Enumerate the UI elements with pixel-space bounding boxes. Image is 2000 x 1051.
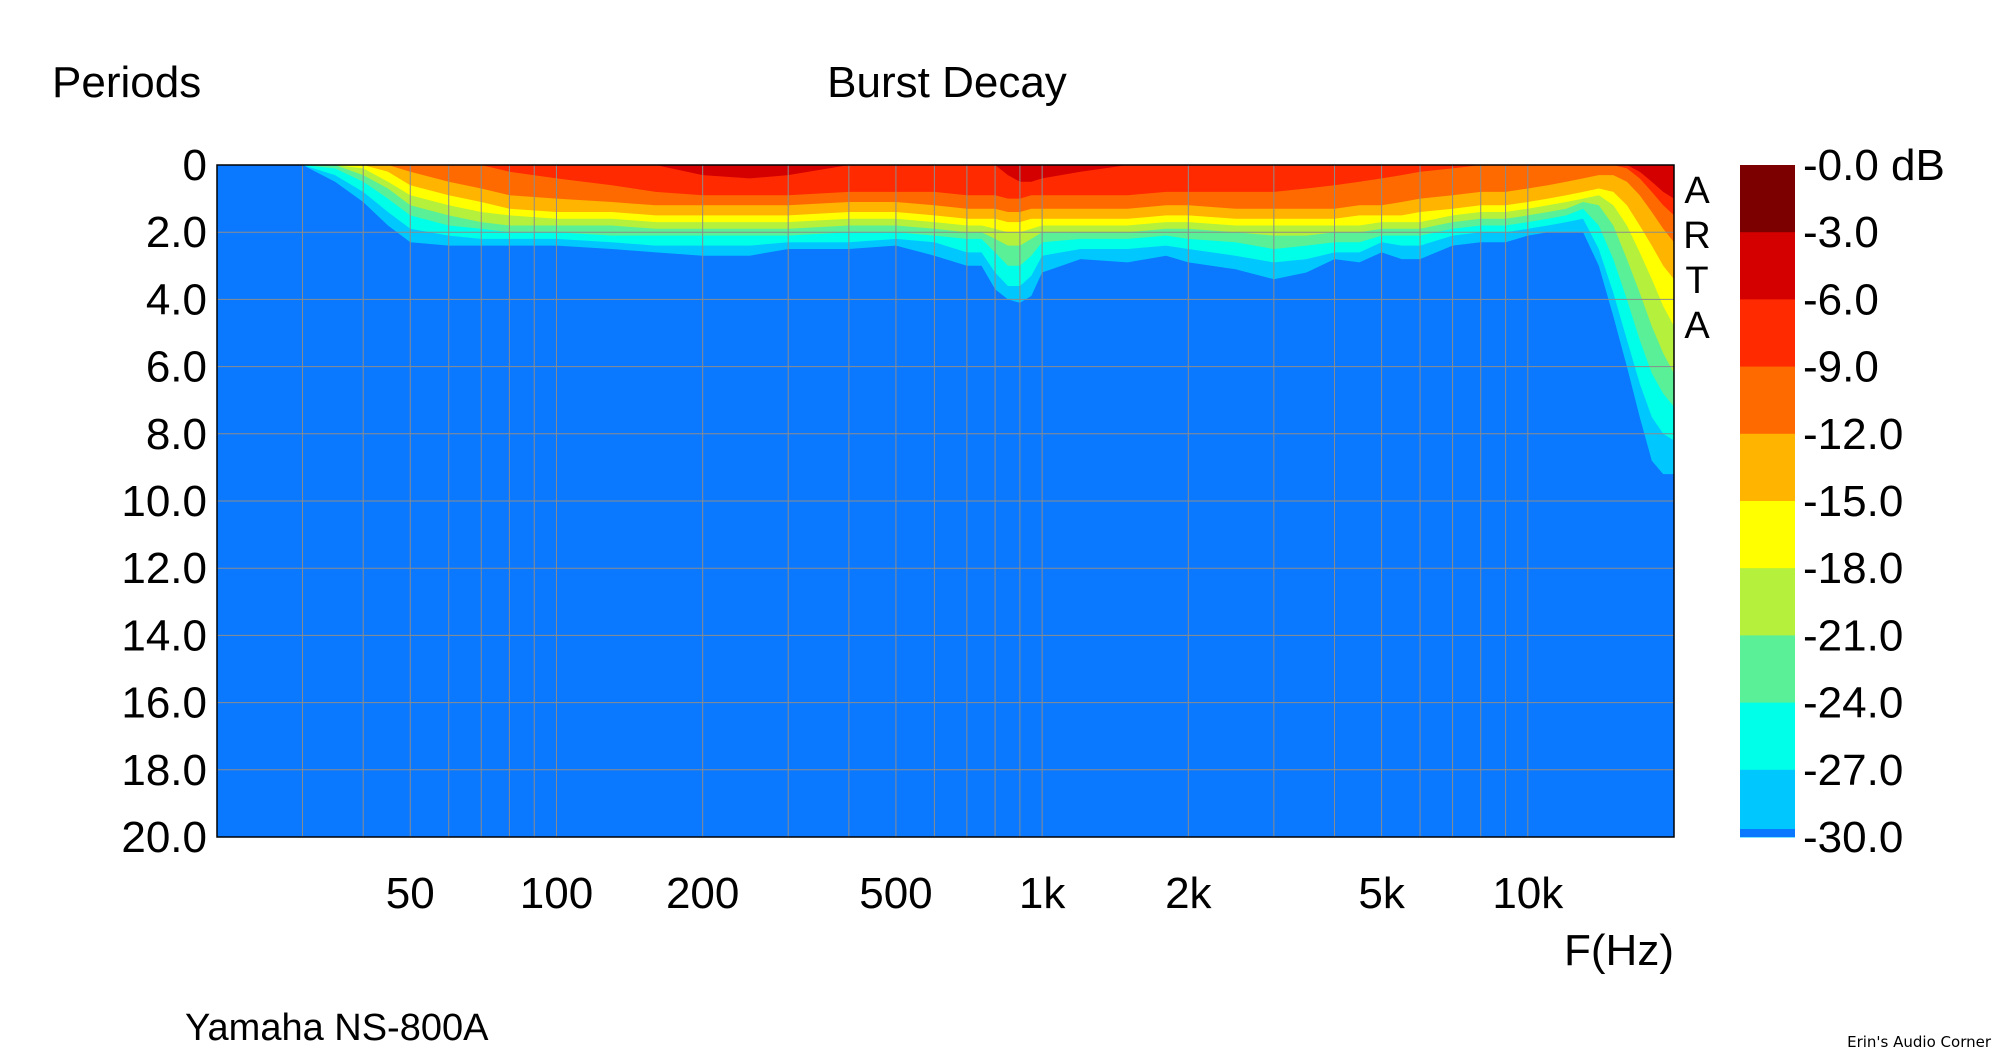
y-tick-label: 2.0	[146, 208, 207, 257]
y-tick-label: 12.0	[121, 544, 207, 593]
colorbar-label: -18.0	[1803, 544, 1903, 593]
x-tick-label: 1k	[1019, 869, 1066, 918]
y-tick-label: 18.0	[121, 746, 207, 795]
y-axis-title: Periods	[52, 58, 201, 107]
colorbar: -0.0 dB -3.0 -6.0 -9.0 -12.0 -15.0 -18.0 -21.0 -…	[1740, 141, 1945, 862]
plot-area	[216, 164, 1675, 838]
colorbar-swatch	[1740, 501, 1795, 569]
watermark-letter: A	[1684, 305, 1710, 347]
colorbar-label: -12.0	[1803, 410, 1903, 459]
colorbar-swatch	[1740, 829, 1795, 837]
decay-contours	[264, 165, 1675, 475]
colorbar-swatch	[1740, 635, 1795, 704]
colorbar-swatch	[1740, 702, 1795, 771]
colorbar-swatch	[1740, 165, 1795, 233]
colorbar-label: -30.0	[1803, 813, 1903, 862]
y-tick-label: 8.0	[146, 410, 207, 459]
colorbar-swatch	[1740, 366, 1795, 435]
y-tick-label: 14.0	[121, 611, 207, 660]
decay-band-6db	[264, 165, 1675, 216]
colorbar-label: -24.0	[1803, 679, 1903, 728]
grid-lines	[217, 165, 1674, 837]
y-tick-label: 20.0	[121, 813, 207, 862]
y-tick-label: 4.0	[146, 275, 207, 324]
y-tick-label: 16.0	[121, 679, 207, 728]
colorbar-label: -21.0	[1803, 611, 1903, 660]
x-axis-tick-labels: 50 100 200 500 1k 2k 5k 10k	[386, 869, 1564, 918]
colorbar-swatch	[1740, 433, 1795, 502]
colorbar-label: -6.0	[1803, 275, 1879, 324]
colorbar-swatch	[1740, 568, 1795, 636]
device-name: Yamaha NS-800A	[185, 1007, 489, 1049]
colorbar-swatch	[1740, 299, 1795, 368]
y-axis-tick-labels: 0 2.0 4.0 6.0 8.0 10.0 12.0 14.0 16.0 18.0 20.0	[121, 141, 207, 862]
y-tick-label: 0	[183, 141, 207, 190]
y-tick-label: 6.0	[146, 343, 207, 392]
colorbar-label: -15.0	[1803, 477, 1903, 526]
x-tick-label: 50	[386, 869, 435, 918]
colorbar-label: -3.0	[1803, 208, 1879, 257]
chart-title: Burst Decay	[827, 58, 1067, 107]
plot-frame	[216, 164, 1675, 838]
x-tick-label: 5k	[1358, 869, 1405, 918]
y-tick-label: 10.0	[121, 477, 207, 526]
x-tick-label: 2k	[1165, 869, 1212, 918]
colorbar-label: -27.0	[1803, 746, 1903, 795]
x-tick-label: 500	[859, 869, 932, 918]
colorbar-swatch	[1740, 232, 1795, 300]
credit-text: Erin's Audio Corner	[1847, 1033, 1992, 1051]
watermark-letter: R	[1683, 215, 1710, 257]
colorbar-label: -0.0 dB	[1803, 141, 1945, 190]
x-tick-label: 10k	[1492, 869, 1564, 918]
colorbar-label: -9.0	[1803, 343, 1879, 392]
x-tick-label: 100	[520, 869, 593, 918]
watermark-letter: T	[1685, 260, 1708, 302]
x-tick-label: 200	[666, 869, 739, 918]
x-axis-title: F(Hz)	[1564, 926, 1674, 975]
watermark-letter: A	[1684, 170, 1710, 212]
colorbar-swatch	[1740, 769, 1795, 838]
